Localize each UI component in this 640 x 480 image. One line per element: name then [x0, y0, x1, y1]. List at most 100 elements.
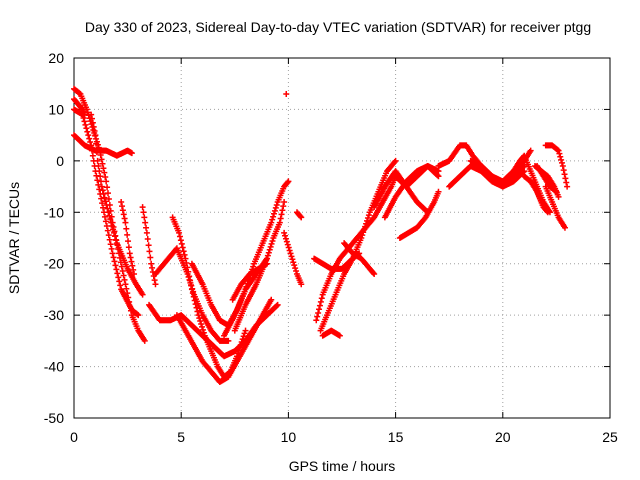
data-point: [225, 337, 232, 344]
data-point: [272, 204, 279, 211]
data-point: [101, 213, 108, 220]
series-sat-d: [71, 96, 88, 118]
y-axis: -50 -40 -30 -20 -10 0 10 20: [44, 50, 610, 426]
data-point: [122, 219, 129, 226]
data-point: [178, 240, 185, 247]
y-tick-label: 0: [56, 153, 64, 169]
data-point: [265, 249, 272, 256]
data-point: [86, 135, 93, 142]
y-tick-label: -20: [44, 256, 64, 272]
series-sat-z: [396, 188, 442, 241]
data-point: [101, 194, 108, 201]
data-point: [270, 213, 277, 220]
data-point: [112, 262, 119, 269]
data-point: [196, 315, 203, 322]
x-tick-label: 15: [388, 429, 404, 445]
data-point: [290, 259, 297, 266]
data-point: [199, 326, 206, 333]
data-point: [88, 111, 95, 118]
data-point: [128, 258, 135, 265]
data-point: [143, 224, 150, 231]
data-point: [127, 254, 134, 261]
data-point: [359, 232, 366, 239]
data-point: [555, 147, 562, 154]
data-point: [268, 296, 275, 303]
y-tick-label: -10: [44, 204, 64, 220]
data-point: [90, 123, 97, 130]
data-point: [111, 229, 118, 236]
data-point: [278, 211, 285, 218]
data-point: [100, 204, 107, 211]
data-point: [125, 244, 132, 251]
data-point: [125, 238, 132, 245]
series-sat-u: [317, 157, 399, 334]
data-point: [89, 115, 96, 122]
data-point: [94, 177, 101, 184]
data-point: [315, 309, 322, 316]
data-point: [563, 179, 570, 186]
data-point: [283, 91, 290, 97]
data-point: [199, 323, 206, 330]
data-point: [122, 281, 129, 288]
data-point: [266, 246, 273, 253]
data-point: [189, 290, 196, 297]
data-point: [277, 215, 284, 222]
data-point: [543, 208, 550, 215]
data-point: [126, 250, 133, 257]
data-point: [276, 219, 283, 226]
data-point: [293, 268, 300, 275]
data-point: [242, 327, 249, 334]
data-point: [292, 265, 299, 272]
data-point: [111, 233, 118, 240]
data-point: [561, 224, 568, 231]
data-point: [117, 282, 124, 289]
data-point: [104, 184, 111, 191]
data-point: [182, 255, 189, 262]
data-point: [282, 235, 289, 242]
data-point: [281, 229, 288, 236]
data-point: [102, 218, 109, 225]
data-point: [101, 169, 108, 176]
data-point: [97, 173, 104, 180]
data-point: [131, 271, 138, 277]
data-point: [149, 264, 156, 271]
data-point: [560, 167, 567, 174]
data-point: [527, 147, 534, 154]
data-point: [109, 250, 116, 257]
data-point: [93, 149, 100, 156]
data-point: [313, 317, 320, 324]
x-axis: 0 5 10 15 20 25: [70, 58, 618, 445]
data-point: [144, 236, 151, 243]
data-point: [151, 277, 158, 284]
series-sat-ah: [534, 163, 560, 195]
data-point: [186, 273, 193, 280]
data-point: [141, 214, 148, 221]
x-tick-label: 20: [495, 429, 511, 445]
data-point: [188, 282, 195, 289]
data-point: [435, 188, 442, 195]
x-tick-label: 5: [177, 429, 185, 445]
x-tick-label: 25: [602, 429, 618, 445]
data-point: [104, 205, 111, 212]
data-point: [242, 286, 249, 293]
data-point: [271, 210, 278, 217]
data-point: [556, 150, 563, 157]
y-axis-label: SDTVAR / TECUs: [6, 182, 22, 294]
x-axis-label: GPS time / hours: [289, 458, 396, 474]
data-point: [391, 159, 398, 165]
data-point: [370, 269, 377, 276]
data-point: [273, 201, 280, 208]
data-point: [93, 140, 100, 147]
data-point: [237, 341, 244, 348]
data-point: [120, 211, 127, 218]
data-point: [100, 190, 107, 197]
data-point: [284, 241, 291, 248]
data-point: [239, 336, 246, 343]
data-point: [316, 302, 323, 309]
data-point: [364, 215, 371, 221]
plot-frame: [73, 57, 611, 419]
data-point: [105, 196, 112, 203]
series-sat-p: [281, 229, 305, 288]
data-point: [143, 229, 150, 236]
